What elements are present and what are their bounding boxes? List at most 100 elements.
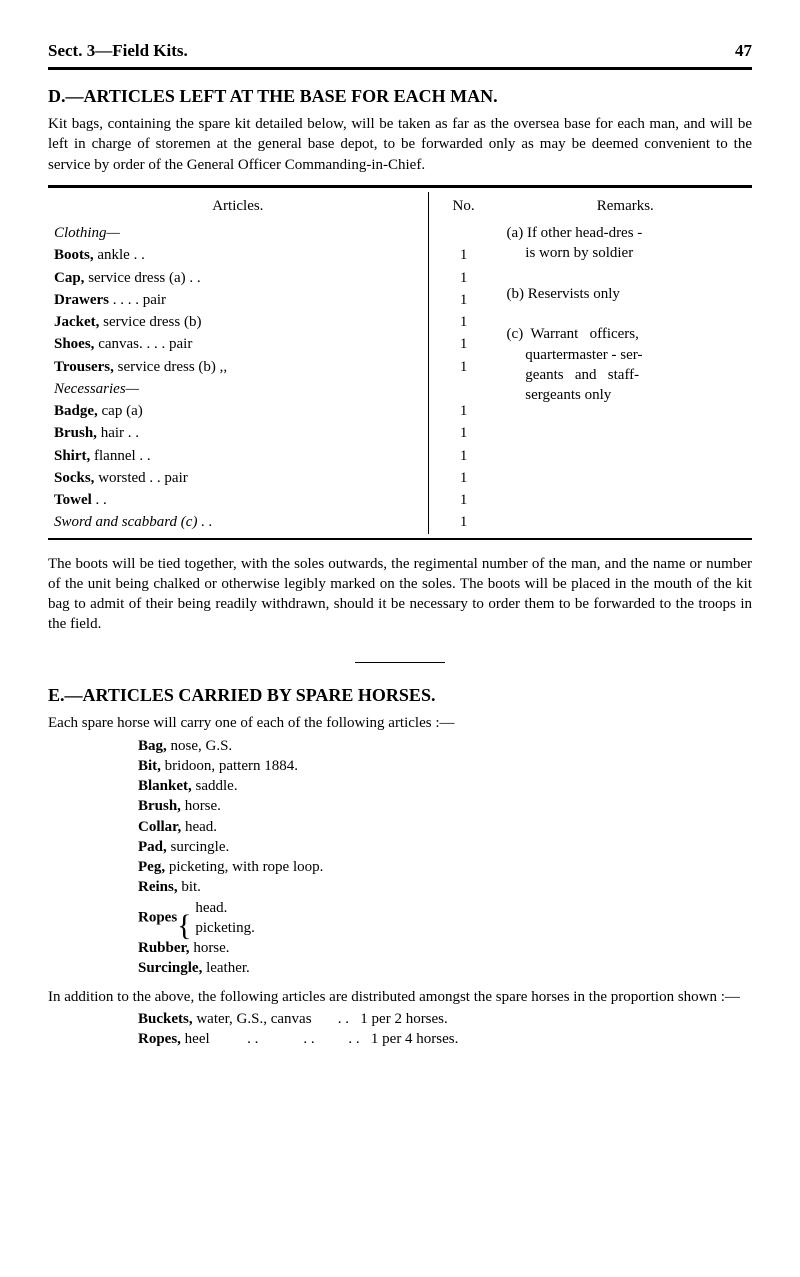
page-header: Sect. 3—Field Kits. 47 xyxy=(48,40,752,63)
remarks-line: geants and staff- xyxy=(507,365,746,385)
article-rest: . . . . pair xyxy=(109,292,166,308)
item-rest: bridoon, pattern 1884. xyxy=(161,758,298,774)
article-name: Badge, xyxy=(54,403,98,419)
section-e-final-list: Buckets, water, G.S., canvas . . 1 per 2… xyxy=(48,1009,752,1050)
item-name: Ropes, xyxy=(138,1031,181,1047)
qty: 1 xyxy=(428,422,498,444)
item-rest: head. xyxy=(181,819,217,835)
ropes-sub2: picketing. xyxy=(195,920,255,936)
qty: 1 xyxy=(428,311,498,333)
section-e-list-2: Rubber, horse.Surcingle, leather. xyxy=(48,938,752,979)
section-d-heading: D.—ARTICLES LEFT AT THE BASE FOR EACH MA… xyxy=(48,84,752,108)
group-label: Necessaries— xyxy=(48,378,428,400)
article-name: Towel xyxy=(54,492,92,508)
list-item: Reins, bit. xyxy=(48,877,752,897)
item-rest: horse. xyxy=(181,798,221,814)
section-e-list: Bag, nose, G.S. Bit, bridoon, pattern 188… xyxy=(48,736,752,898)
item-name: Blanket, xyxy=(138,778,192,794)
item-rest: picketing, with rope loop. xyxy=(165,859,323,875)
list-item: Bag, nose, G.S. xyxy=(48,736,752,756)
qty: 1 xyxy=(428,445,498,467)
table-row: Sword and scabbard (c) . . 1 xyxy=(48,511,752,533)
group-label: Clothing— xyxy=(48,222,428,244)
item-rest: heel . . . . . . 1 per 4 horses. xyxy=(181,1031,458,1047)
item-name: Peg, xyxy=(138,859,165,875)
article-name: Socks, xyxy=(54,470,94,486)
remarks-line xyxy=(507,264,746,284)
header-rule xyxy=(48,67,752,70)
article-name: Trousers, xyxy=(54,359,114,375)
item-rest: saddle. xyxy=(192,778,238,794)
qty: 1 xyxy=(428,244,498,266)
article-rest: service dress (a) . . xyxy=(84,270,200,286)
article-name: Cap, xyxy=(54,270,84,286)
table-bottom-rule xyxy=(48,538,752,540)
qty: 1 xyxy=(428,511,498,533)
qty: 1 xyxy=(428,467,498,489)
article-name: Boots, xyxy=(54,247,94,263)
qty: 1 xyxy=(428,400,498,422)
list-item: Brush, horse. xyxy=(48,796,752,816)
list-item: Surcingle, leather. xyxy=(48,958,752,978)
list-item: Buckets, water, G.S., canvas . . 1 per 2… xyxy=(48,1009,752,1029)
item-name: Brush, xyxy=(138,798,181,814)
item-name: Reins, xyxy=(138,879,178,895)
col-remarks: Remarks. xyxy=(499,192,752,222)
remarks-line: (b) Reservists only xyxy=(507,284,746,304)
remarks-cell: (a) If other head-dres - is worn by sold… xyxy=(499,222,752,511)
item-rest: water, G.S., canvas . . 1 per 2 horses. xyxy=(193,1011,448,1027)
list-item: Peg, picketing, with rope loop. xyxy=(48,857,752,877)
item-rest: nose, G.S. xyxy=(167,738,232,754)
article-rest: cap (a) xyxy=(98,403,143,419)
item-rest: surcingle. xyxy=(167,839,229,855)
article-name: Shoes, xyxy=(54,336,94,352)
remarks-line: sergeants only xyxy=(507,385,746,405)
item-rest: horse. xyxy=(190,940,230,956)
remarks-line xyxy=(507,304,746,324)
table-header-row: Articles. No. Remarks. xyxy=(48,192,752,222)
section-e-intro: Each spare horse will carry one of each … xyxy=(48,713,752,733)
qty: 1 xyxy=(428,356,498,378)
article-rest: flannel . . xyxy=(90,448,150,464)
qty: 1 xyxy=(428,289,498,311)
ropes-item: Ropes{ head. picketing. xyxy=(48,898,752,939)
article-rest: worsted . . pair xyxy=(94,470,187,486)
qty: 1 xyxy=(428,267,498,289)
article-rest: ankle . . xyxy=(94,247,145,263)
table-row: Clothing— (a) If other head-dres - is wo… xyxy=(48,222,752,244)
remarks-line: (a) If other head-dres - xyxy=(507,223,746,243)
article-name: Jacket, xyxy=(54,314,99,330)
additional-text: In addition to the above, the following … xyxy=(48,987,752,1007)
kit-table: Articles. No. Remarks. Clothing— (a) If … xyxy=(48,192,752,534)
remarks-line: is worn by soldier xyxy=(507,243,746,263)
item-rest: leather. xyxy=(202,960,249,976)
col-articles: Articles. xyxy=(48,192,428,222)
sword-row: Sword and scabbard (c) . . xyxy=(48,511,428,533)
section-d-intro: Kit bags, containing the spare kit detai… xyxy=(48,114,752,175)
item-name: Rubber, xyxy=(138,940,190,956)
section-header: Sect. 3—Field Kits. xyxy=(48,40,188,63)
list-item: Rubber, horse. xyxy=(48,938,752,958)
article-rest: service dress (b) ,, xyxy=(114,359,227,375)
table-top-rule xyxy=(48,185,752,188)
article-name: Drawers xyxy=(54,292,109,308)
divider-rule xyxy=(48,649,752,669)
item-name: Bit, xyxy=(138,758,161,774)
item-name: Buckets, xyxy=(138,1011,193,1027)
article-name: Brush, xyxy=(54,425,97,441)
ropes-sub1: head. xyxy=(195,900,227,916)
item-name: Surcingle, xyxy=(138,960,202,976)
post-table-paragraph: The boots will be tied together, with th… xyxy=(48,554,752,635)
item-name: Pad, xyxy=(138,839,167,855)
article-rest: . . xyxy=(92,492,107,508)
article-rest: hair . . xyxy=(97,425,139,441)
item-name: Collar, xyxy=(138,819,181,835)
remarks-line: quartermaster - ser- xyxy=(507,345,746,365)
list-item: Collar, head. xyxy=(48,817,752,837)
item-rest: bit. xyxy=(178,879,201,895)
ropes-label: Ropes xyxy=(138,909,177,925)
section-e-heading: E.—ARTICLES CARRIED BY SPARE HORSES. xyxy=(48,683,752,707)
col-no: No. xyxy=(428,192,498,222)
list-item: Ropes, heel . . . . . . 1 per 4 horses. xyxy=(48,1029,752,1049)
page-number: 47 xyxy=(735,40,752,63)
